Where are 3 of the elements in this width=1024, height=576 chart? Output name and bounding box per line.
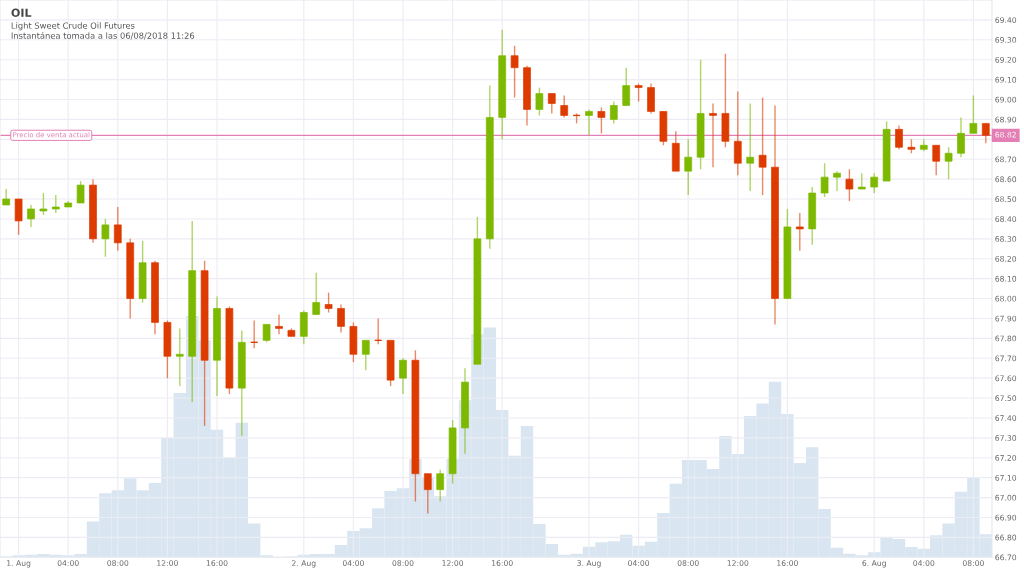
text: OIL [11, 8, 32, 17]
annotation: Instantánea tomada a las 06/08/2018 11:26 [11, 31, 195, 40]
text: Light Sweet Crude Oil Futures [11, 22, 135, 31]
